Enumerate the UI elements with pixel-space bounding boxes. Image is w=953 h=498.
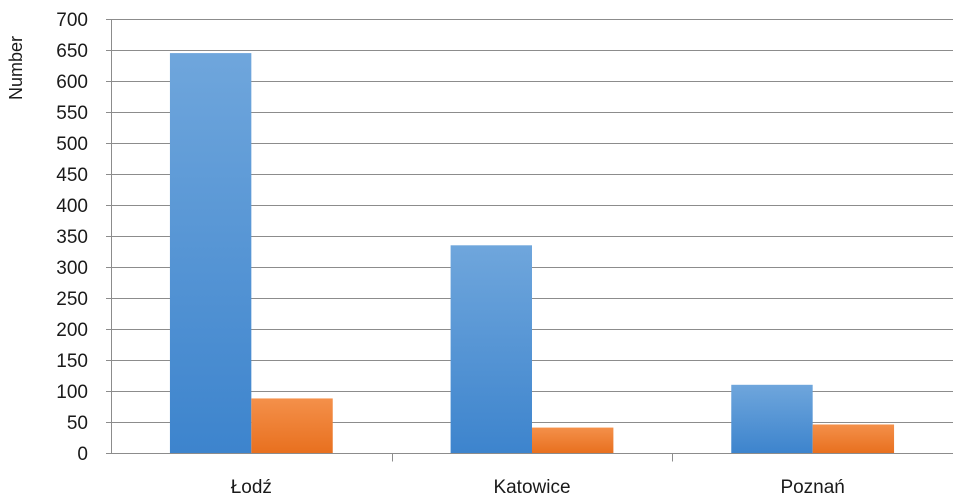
y-tick-label: 400: [56, 196, 88, 217]
bar-series1-1: [450, 245, 532, 453]
y-tick-labels: 0 50 100 150 200 250 300 350 400 450 500 550 600 650 7…: [56, 10, 88, 465]
y-tick-label: 250: [56, 289, 88, 310]
bar-series1-2: [731, 384, 813, 453]
y-tick-label: 0: [77, 444, 88, 465]
x-tick-label: Łodź: [231, 477, 272, 498]
y-tick-label: 100: [56, 382, 88, 403]
x-tick-label: Katowice: [493, 477, 570, 498]
bar-series2-1: [532, 427, 614, 453]
y-tick-label: 150: [56, 351, 88, 372]
y-tick-label: 300: [56, 258, 88, 279]
y-tick-label: 350: [56, 227, 88, 248]
y-tick-label: 450: [56, 165, 88, 186]
x-tick-labels: Łodź Katowice Poznań: [231, 477, 845, 498]
y-axis-title: Number: [6, 36, 26, 100]
y-tick-label: 500: [56, 134, 88, 155]
y-tick-label: 700: [56, 10, 88, 31]
x-tick-label: Poznań: [780, 477, 844, 498]
y-tick-label: 600: [56, 72, 88, 93]
bar-series2-0: [251, 398, 333, 453]
axes: [106, 19, 953, 462]
y-tick-label: 200: [56, 320, 88, 341]
y-tick-label: 50: [67, 413, 88, 434]
bar-series1-0: [169, 53, 252, 453]
bars: [169, 53, 895, 453]
bar-series2-2: [812, 424, 895, 453]
y-tick-label: 550: [56, 103, 88, 124]
y-tick-label: 650: [56, 41, 88, 62]
